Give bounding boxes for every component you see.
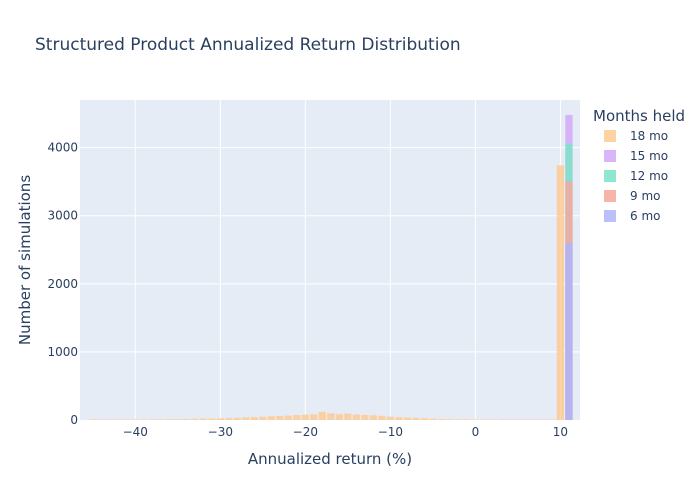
histogram-bar <box>131 419 139 420</box>
histogram-bar <box>488 419 497 420</box>
histogram-bar <box>539 419 548 420</box>
histogram-bar <box>420 418 429 420</box>
histogram-bar <box>225 418 233 420</box>
legend-swatch <box>604 210 616 222</box>
x-tick-label: 0 <box>472 425 480 439</box>
x-tick-label: −30 <box>208 425 233 439</box>
legend-swatch <box>604 170 616 182</box>
histogram-bar <box>531 419 539 420</box>
legend-item[interactable]: 6 mo <box>604 209 660 223</box>
legend-label: 15 mo <box>630 149 668 163</box>
x-axis-ticks: −40 −30 −20 −10 0 10 <box>123 425 568 439</box>
y-tick-label: 0 <box>70 413 78 427</box>
histogram-bar <box>276 415 284 420</box>
histogram-bar <box>471 419 480 420</box>
legend-item[interactable]: 9 mo <box>604 189 660 203</box>
histogram-bar <box>514 419 522 420</box>
y-axis-title: Number of simulations <box>16 175 34 345</box>
histogram-bar <box>378 415 386 420</box>
histogram-bar <box>89 419 97 420</box>
histogram-bar <box>437 418 446 420</box>
histogram-bar <box>259 416 267 420</box>
chart-title: Structured Product Annualized Return Dis… <box>35 35 461 55</box>
histogram-bar <box>216 418 224 420</box>
x-axis-title: Annualized return (%) <box>248 450 412 468</box>
histogram-bar <box>352 414 360 420</box>
histogram-bar <box>446 419 454 420</box>
histogram-bar <box>386 416 394 420</box>
legend-swatch <box>604 190 616 202</box>
histogram-bar <box>403 417 411 420</box>
legend-swatch <box>604 130 616 142</box>
legend-label: 12 mo <box>630 169 668 183</box>
y-tick-label: 1000 <box>47 345 78 359</box>
legend-swatch <box>604 150 616 162</box>
gridlines <box>80 100 580 420</box>
histogram-bar <box>497 419 505 420</box>
legend-item[interactable]: 15 mo <box>604 149 668 163</box>
histogram-bar <box>301 414 309 420</box>
histogram-bar <box>463 419 471 420</box>
legend-label: 9 mo <box>630 189 660 203</box>
y-tick-label: 2000 <box>47 277 78 291</box>
legend-item[interactable]: 18 mo <box>604 129 668 143</box>
histogram-bar <box>556 165 565 420</box>
x-tick-label: −40 <box>123 425 148 439</box>
x-tick-label: 10 <box>553 425 568 439</box>
x-tick-label: −20 <box>293 425 318 439</box>
histogram-bar <box>267 416 275 420</box>
histogram-bar <box>199 418 207 420</box>
histogram-bar <box>327 413 335 420</box>
histogram-bar <box>505 419 514 420</box>
histogram-bar <box>454 419 463 420</box>
histogram-bar <box>522 419 531 420</box>
y-tick-label: 4000 <box>47 141 78 155</box>
histogram-bar <box>480 419 488 420</box>
histogram-bar <box>191 418 199 420</box>
histogram-bar <box>165 419 173 420</box>
histogram-bar <box>114 419 122 420</box>
histogram-bar <box>157 419 165 420</box>
histogram-bar <box>208 418 216 420</box>
histogram-bar <box>395 417 403 420</box>
histogram-bar <box>242 417 250 420</box>
histogram-bar <box>182 418 190 420</box>
histogram-bar <box>369 415 377 420</box>
histogram-bar <box>361 414 369 420</box>
legend-item[interactable]: 12 mo <box>604 169 668 183</box>
histogram-bar <box>335 414 343 420</box>
histogram-bar <box>412 417 420 420</box>
histogram-bar <box>284 415 292 420</box>
histogram-bar <box>140 419 148 420</box>
histogram-bars <box>89 114 573 420</box>
histogram-bar <box>174 419 182 420</box>
histogram-bar <box>97 419 105 420</box>
histogram-bar <box>250 417 258 420</box>
legend-label: 18 mo <box>630 129 668 143</box>
legend: Months held 18 mo 15 mo 12 mo 9 mo 6 mo <box>593 107 685 223</box>
legend-title: Months held <box>593 107 685 125</box>
y-axis-ticks: 0 1000 2000 3000 4000 <box>47 141 78 427</box>
legend-label: 6 mo <box>630 209 660 223</box>
histogram-bar <box>123 419 131 420</box>
histogram-bar <box>148 419 156 420</box>
histogram-bar <box>310 414 318 420</box>
histogram-bar <box>548 419 556 420</box>
y-tick-label: 3000 <box>47 209 78 223</box>
histogram-bar <box>293 415 301 420</box>
x-tick-label: −10 <box>378 425 403 439</box>
histogram-bar <box>233 417 241 420</box>
histogram-bar <box>318 411 326 420</box>
plot-area <box>80 100 580 420</box>
histogram-bar <box>565 242 573 420</box>
histogram-bar <box>106 419 114 420</box>
histogram-bar <box>344 413 352 420</box>
legend-items: 18 mo 15 mo 12 mo 9 mo 6 mo <box>604 129 668 223</box>
histogram-bar <box>429 418 437 420</box>
